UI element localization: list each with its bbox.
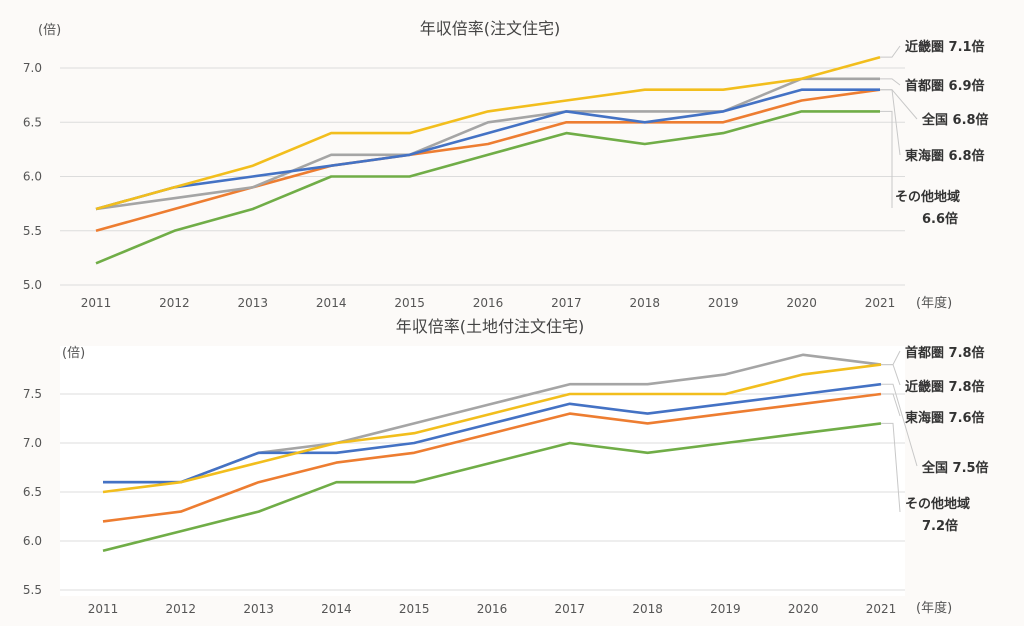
series-line-3 xyxy=(102,392,882,523)
y-axis-unit: (倍) xyxy=(62,346,85,361)
leader-line xyxy=(881,364,901,386)
x-tick-label: 2019 xyxy=(708,296,739,310)
plot-background xyxy=(60,346,905,596)
x-tick-label: 2020 xyxy=(788,602,819,616)
series-line-1 xyxy=(95,55,881,211)
y-tick-label: 7.0 xyxy=(23,436,42,450)
series-end-label: 首都圏 6.9倍 xyxy=(905,78,985,94)
x-axis-unit: (年度) xyxy=(916,295,952,311)
series-end-label: 東海圏 7.6倍 xyxy=(905,410,985,426)
x-tick-label: 2018 xyxy=(632,602,663,616)
y-axis-unit: (倍) xyxy=(38,23,61,38)
x-tick-label: 2018 xyxy=(630,296,661,310)
y-tick-label: 7.5 xyxy=(23,387,42,401)
series-end-label: 全国 6.8倍 xyxy=(921,112,989,128)
y-tick-label: 6.0 xyxy=(23,170,42,184)
y-tick-label: 6.0 xyxy=(23,534,42,548)
x-tick-label: 2017 xyxy=(555,602,586,616)
x-tick-label: 2019 xyxy=(710,602,741,616)
leader-line xyxy=(880,78,901,86)
series-end-label: 7.2倍 xyxy=(922,518,958,534)
leader-line xyxy=(880,89,918,120)
y-tick-label: 7.0 xyxy=(23,61,42,75)
leader-line xyxy=(880,89,901,156)
x-tick-label: 2014 xyxy=(316,296,347,310)
series-line-0 xyxy=(95,77,880,211)
x-tick-label: 2017 xyxy=(551,296,582,310)
x-tick-label: 2015 xyxy=(394,296,425,310)
series-end-label: その他地域 xyxy=(905,496,970,512)
y-tick-label: 6.5 xyxy=(23,115,42,129)
series-end-label: 近畿圏 7.1倍 xyxy=(905,39,985,55)
x-tick-label: 2011 xyxy=(88,602,119,616)
series-line-2 xyxy=(103,382,882,484)
x-tick-label: 2012 xyxy=(166,602,197,616)
x-tick-label: 2021 xyxy=(865,296,896,310)
series-line-1 xyxy=(102,363,882,494)
x-tick-label: 2013 xyxy=(238,296,269,310)
x-tick-label: 2012 xyxy=(159,296,190,310)
y-tick-label: 5.5 xyxy=(23,224,42,238)
chart-title: 年収倍率(土地付注文住宅) xyxy=(396,317,585,336)
x-tick-label: 2015 xyxy=(399,602,430,616)
x-tick-label: 2016 xyxy=(473,296,504,310)
leader-line xyxy=(880,45,901,58)
chart-title: 年収倍率(注文住宅) xyxy=(420,19,561,38)
series-end-label: 全国 7.5倍 xyxy=(921,460,989,476)
leader-line xyxy=(881,393,901,417)
series-line-4 xyxy=(95,110,880,265)
x-tick-label: 2011 xyxy=(81,296,112,310)
leader-line xyxy=(880,110,893,208)
series-line-2 xyxy=(95,88,880,211)
x-tick-label: 2013 xyxy=(243,602,274,616)
series-line-4 xyxy=(102,422,882,553)
series-end-label: 6.6倍 xyxy=(922,211,958,227)
x-tick-label: 2020 xyxy=(786,296,817,310)
y-tick-label: 6.5 xyxy=(23,485,42,499)
leader-line xyxy=(881,422,901,513)
y-tick-label: 5.0 xyxy=(23,278,42,292)
x-axis-unit: (年度) xyxy=(916,600,952,616)
series-end-label: その他地域 xyxy=(895,189,960,205)
x-tick-label: 2021 xyxy=(866,602,897,616)
y-tick-label: 5.5 xyxy=(23,583,42,597)
series-end-label: 首都圏 7.8倍 xyxy=(905,345,985,361)
x-tick-label: 2014 xyxy=(321,602,352,616)
x-tick-label: 2016 xyxy=(477,602,508,616)
series-end-label: 近畿圏 7.8倍 xyxy=(905,379,985,395)
series-end-label: 東海圏 6.8倍 xyxy=(905,148,985,164)
series-line-3 xyxy=(95,88,881,233)
leader-line xyxy=(881,383,918,467)
